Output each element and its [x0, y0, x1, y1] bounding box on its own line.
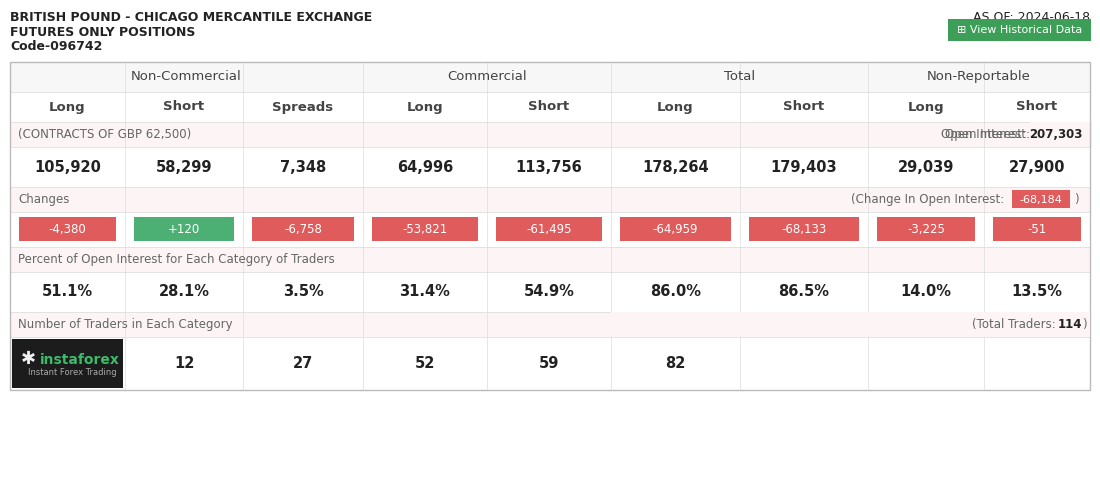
Bar: [496, 218, 602, 242]
Bar: [252, 218, 354, 242]
Text: (Total Traders:: (Total Traders:: [993, 318, 1081, 331]
Text: Number of Traders in Each Category: Number of Traders in Each Category: [18, 318, 232, 331]
Text: 105,920: 105,920: [34, 160, 101, 174]
Bar: [10, 312, 1090, 337]
Text: BRITISH POUND - CHICAGO MERCANTILE EXCHANGE: BRITISH POUND - CHICAGO MERCANTILE EXCHA…: [10, 11, 372, 24]
Text: -68,133: -68,133: [781, 223, 826, 236]
Text: Long: Long: [407, 100, 443, 114]
Bar: [10, 122, 1090, 147]
Text: 114: 114: [1057, 318, 1082, 331]
Text: -53,821: -53,821: [403, 223, 448, 236]
Bar: [877, 218, 975, 242]
Text: 51.1%: 51.1%: [42, 285, 94, 299]
Text: -3,225: -3,225: [908, 223, 945, 236]
Text: (Total Traders:: (Total Traders:: [972, 318, 1060, 331]
Text: -64,959: -64,959: [652, 223, 698, 236]
Bar: [10, 272, 1090, 312]
Bar: [10, 62, 1090, 390]
Text: Short: Short: [1016, 100, 1057, 114]
Bar: [620, 218, 732, 242]
Text: 3.5%: 3.5%: [283, 285, 323, 299]
Bar: [134, 218, 234, 242]
Bar: [10, 187, 1090, 212]
Text: instaforex: instaforex: [40, 352, 120, 367]
Bar: [10, 212, 1090, 247]
Text: 207,303: 207,303: [1028, 128, 1082, 141]
Bar: [948, 19, 1091, 41]
Text: 52: 52: [415, 356, 436, 371]
Bar: [10, 337, 1090, 390]
Text: Code-096742: Code-096742: [10, 41, 102, 53]
Text: ): ): [1074, 193, 1079, 206]
Bar: [372, 218, 478, 242]
Text: FUTURES ONLY POSITIONS: FUTURES ONLY POSITIONS: [10, 26, 196, 40]
Text: Open Interest: 207,303: Open Interest: 207,303: [945, 128, 1082, 141]
Text: Instant Forex Trading: Instant Forex Trading: [28, 368, 117, 377]
Text: AS OF: 2024-06-18: AS OF: 2024-06-18: [972, 11, 1090, 24]
Text: ): ): [1082, 318, 1087, 331]
Bar: [10, 62, 1090, 92]
Text: Non-Commercial: Non-Commercial: [131, 71, 242, 83]
Text: -6,758: -6,758: [284, 223, 322, 236]
Text: Short: Short: [783, 100, 825, 114]
Text: 31.4%: 31.4%: [399, 285, 450, 299]
Text: 29,039: 29,039: [898, 160, 954, 174]
Text: 12: 12: [174, 356, 195, 371]
Bar: [12, 339, 123, 388]
Text: Total: Total: [724, 71, 755, 83]
Bar: [19, 218, 116, 242]
Text: 207,303: 207,303: [1028, 128, 1082, 141]
Text: 86.5%: 86.5%: [779, 285, 829, 299]
Text: -4,380: -4,380: [48, 223, 87, 236]
Text: Long: Long: [908, 100, 944, 114]
Text: (Change In Open Interest:: (Change In Open Interest:: [851, 193, 1008, 206]
Bar: [610, 312, 1090, 337]
Text: -68,184: -68,184: [1020, 195, 1063, 204]
Text: 179,403: 179,403: [771, 160, 837, 174]
Text: Short: Short: [164, 100, 205, 114]
Text: 64,996: 64,996: [397, 160, 453, 174]
Text: ✱: ✱: [21, 350, 35, 368]
Text: 58,299: 58,299: [156, 160, 212, 174]
Bar: [749, 218, 859, 242]
Text: Long: Long: [657, 100, 694, 114]
Text: 86.0%: 86.0%: [650, 285, 701, 299]
Text: ⊞ View Historical Data: ⊞ View Historical Data: [957, 25, 1082, 35]
Text: -51: -51: [1027, 223, 1046, 236]
Text: 178,264: 178,264: [642, 160, 708, 174]
Text: 59: 59: [539, 356, 559, 371]
Text: Spreads: Spreads: [273, 100, 333, 114]
Text: Commercial: Commercial: [448, 71, 527, 83]
Text: 28.1%: 28.1%: [158, 285, 209, 299]
Bar: [10, 92, 1090, 122]
Bar: [10, 147, 1090, 187]
Text: Open Interest:: Open Interest:: [942, 128, 1030, 141]
Text: Non-Reportable: Non-Reportable: [927, 71, 1031, 83]
Text: 14.0%: 14.0%: [901, 285, 952, 299]
Text: -61,495: -61,495: [526, 223, 572, 236]
Text: +120: +120: [168, 223, 200, 236]
Bar: [10, 247, 1090, 272]
Text: 27,900: 27,900: [1009, 160, 1065, 174]
Bar: [1012, 191, 1070, 209]
Text: 113,756: 113,756: [516, 160, 582, 174]
Text: (CONTRACTS OF GBP 62,500): (CONTRACTS OF GBP 62,500): [18, 128, 191, 141]
Text: Changes: Changes: [18, 193, 69, 206]
Text: 54.9%: 54.9%: [524, 285, 574, 299]
Text: ): ): [1082, 318, 1087, 331]
Text: Percent of Open Interest for Each Category of Traders: Percent of Open Interest for Each Catego…: [18, 253, 334, 266]
Bar: [1030, 122, 1092, 147]
Text: 82: 82: [666, 356, 685, 371]
Bar: [993, 218, 1081, 242]
Text: Long: Long: [50, 100, 86, 114]
Text: 7,348: 7,348: [279, 160, 326, 174]
Text: Short: Short: [528, 100, 570, 114]
Text: 114: 114: [1057, 318, 1082, 331]
Text: 27: 27: [293, 356, 314, 371]
Text: 13.5%: 13.5%: [1012, 285, 1063, 299]
